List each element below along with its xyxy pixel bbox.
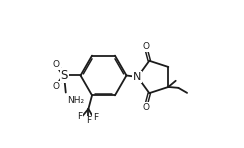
Text: F: F — [93, 113, 98, 122]
Text: NH₂: NH₂ — [67, 96, 84, 105]
Text: O: O — [53, 60, 60, 69]
Text: N: N — [133, 72, 141, 82]
Text: S: S — [61, 69, 68, 82]
Text: O: O — [53, 82, 60, 91]
Text: O: O — [142, 42, 149, 51]
Text: F: F — [77, 112, 82, 121]
Text: F: F — [86, 116, 91, 125]
Text: O: O — [142, 103, 149, 112]
